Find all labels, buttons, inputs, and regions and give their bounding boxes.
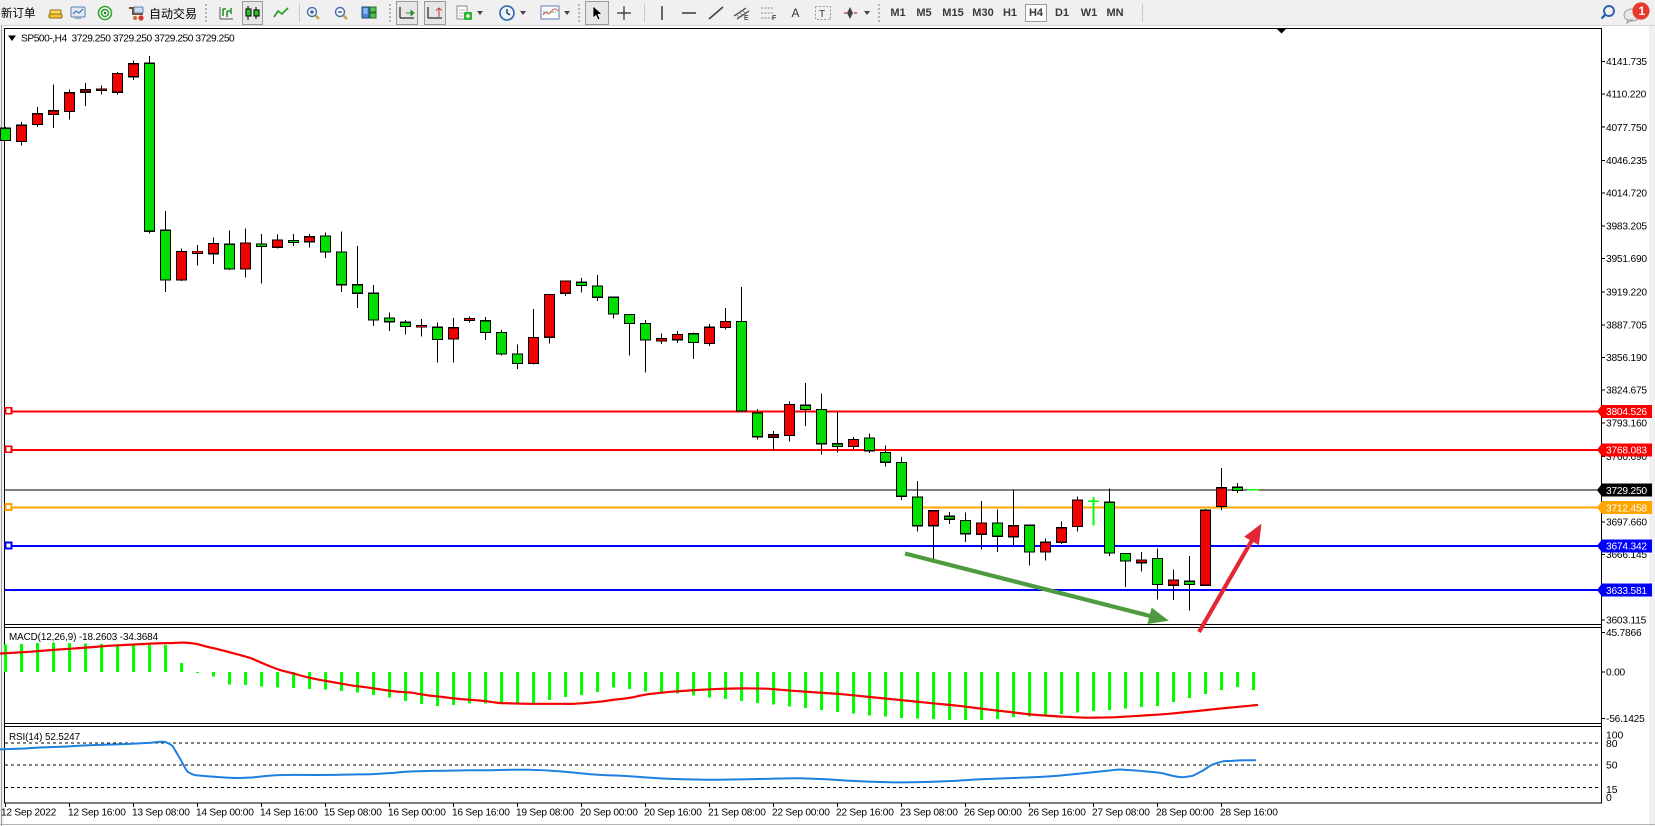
svg-text:22 Sep 00:00: 22 Sep 00:00: [772, 808, 830, 819]
svg-text:21 Sep 08:00: 21 Sep 08:00: [708, 808, 766, 819]
svg-text:3824.675: 3824.675: [1606, 386, 1647, 397]
svg-text:20 Sep 16:00: 20 Sep 16:00: [644, 808, 702, 819]
svg-text:3804.526: 3804.526: [1606, 407, 1647, 418]
svg-text:3674.342: 3674.342: [1606, 542, 1647, 553]
svg-text:3919.220: 3919.220: [1606, 288, 1647, 299]
svg-text:14 Sep 00:00: 14 Sep 00:00: [196, 808, 254, 819]
svg-text:0.00: 0.00: [1606, 668, 1626, 679]
svg-text:3983.205: 3983.205: [1606, 221, 1647, 232]
svg-text:26 Sep 00:00: 26 Sep 00:00: [964, 808, 1022, 819]
svg-text:3760.690: 3760.690: [1606, 452, 1647, 463]
svg-text:3712.458: 3712.458: [1606, 503, 1647, 514]
svg-text:3951.690: 3951.690: [1606, 254, 1647, 265]
svg-text:12 Sep 16:00: 12 Sep 16:00: [68, 808, 126, 819]
svg-text:4046.235: 4046.235: [1606, 156, 1647, 167]
svg-text:26 Sep 16:00: 26 Sep 16:00: [1028, 808, 1086, 819]
svg-text:-56.1425: -56.1425: [1606, 714, 1645, 725]
svg-text:MACD(12,26,9) -18.2603 -34.368: MACD(12,26,9) -18.2603 -34.3684: [9, 632, 159, 643]
svg-text:3603.115: 3603.115: [1606, 616, 1647, 627]
svg-text:27 Sep 08:00: 27 Sep 08:00: [1092, 808, 1150, 819]
svg-text:22 Sep 16:00: 22 Sep 16:00: [836, 808, 894, 819]
svg-text:12 Sep 2022: 12 Sep 2022: [1, 808, 57, 819]
svg-text:80: 80: [1606, 739, 1618, 750]
svg-text:3887.705: 3887.705: [1606, 320, 1647, 331]
svg-text:1: 1: [1639, 4, 1646, 18]
svg-text:16 Sep 00:00: 16 Sep 00:00: [388, 808, 446, 819]
svg-text:SP500-,H4 3729.250 3729.250 3: SP500-,H4 3729.250 3729.250 3729.250 372…: [21, 34, 235, 45]
svg-text:4110.220: 4110.220: [1606, 90, 1647, 101]
svg-text:23 Sep 08:00: 23 Sep 08:00: [900, 808, 958, 819]
svg-text:45.7866: 45.7866: [1606, 628, 1642, 639]
svg-text:4014.720: 4014.720: [1606, 189, 1647, 200]
svg-text:20 Sep 00:00: 20 Sep 00:00: [580, 808, 638, 819]
svg-text:15: 15: [1606, 785, 1618, 796]
svg-text:3633.581: 3633.581: [1606, 586, 1647, 597]
svg-text:3768.083: 3768.083: [1606, 446, 1647, 457]
svg-text:16 Sep 16:00: 16 Sep 16:00: [452, 808, 510, 819]
svg-text:RSI(14) 52.5247: RSI(14) 52.5247: [9, 732, 80, 743]
svg-text:100: 100: [1606, 731, 1624, 742]
svg-text:3856.190: 3856.190: [1606, 353, 1647, 364]
svg-text:0: 0: [1606, 793, 1612, 804]
svg-text:3793.160: 3793.160: [1606, 418, 1647, 429]
svg-text:13 Sep 08:00: 13 Sep 08:00: [132, 808, 190, 819]
svg-text:F: F: [772, 15, 776, 21]
svg-text:50: 50: [1606, 761, 1618, 772]
svg-text:28 Sep 16:00: 28 Sep 16:00: [1220, 808, 1278, 819]
svg-text:4077.750: 4077.750: [1606, 123, 1647, 134]
svg-text:15 Sep 08:00: 15 Sep 08:00: [324, 808, 382, 819]
svg-text:19 Sep 08:00: 19 Sep 08:00: [516, 808, 574, 819]
svg-text:3697.660: 3697.660: [1606, 518, 1647, 529]
svg-text:4141.735: 4141.735: [1606, 57, 1647, 68]
svg-text:T: T: [819, 9, 825, 20]
svg-text:3729.250: 3729.250: [1606, 486, 1647, 497]
svg-text:28 Sep 00:00: 28 Sep 00:00: [1156, 808, 1214, 819]
svg-text:3666.145: 3666.145: [1606, 550, 1647, 561]
svg-text:14 Sep 16:00: 14 Sep 16:00: [260, 808, 318, 819]
svg-text:E: E: [744, 15, 749, 21]
